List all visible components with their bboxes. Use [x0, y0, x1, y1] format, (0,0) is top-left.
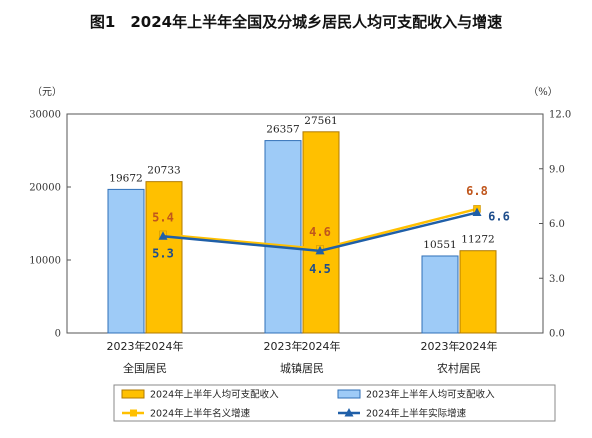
bar-2023	[107, 188, 145, 334]
right-tick-label: 12.0	[549, 110, 571, 121]
legend-box	[113, 384, 556, 422]
bar-2024	[302, 131, 340, 334]
year-label: 2023年	[264, 339, 303, 353]
legend-swatch	[337, 389, 361, 399]
rate-label: 4.6	[309, 225, 331, 239]
year-label: 2023年	[107, 339, 146, 353]
year-label: 2024年	[145, 339, 184, 353]
right-tick-label: 9.0	[549, 164, 565, 175]
bar-value-label: 10551	[423, 239, 456, 251]
right-tick-label: 3.0	[549, 274, 565, 285]
rate-label: 6.6	[488, 210, 510, 224]
legend-label: 2024年上半年名义增速	[150, 408, 251, 420]
legend-marker	[344, 408, 354, 417]
bar-2023	[264, 140, 302, 334]
right-tick-label: 6.0	[549, 219, 565, 230]
real-marker	[315, 245, 325, 255]
year-label: 2024年	[302, 339, 341, 353]
category-label: 农村居民	[437, 361, 481, 375]
bar-2024	[145, 181, 183, 334]
real-marker	[158, 231, 168, 240]
year-label: 2023年	[421, 339, 460, 353]
legend-swatch	[121, 389, 145, 399]
legend-marker	[130, 409, 137, 417]
category-label: 城镇居民	[280, 361, 324, 375]
left-tick-label: 10000	[29, 256, 61, 267]
bar-value-label: 20733	[147, 165, 180, 177]
real-marker	[472, 207, 482, 217]
bar-value-label: 26357	[266, 124, 299, 136]
bar-2023	[421, 255, 459, 334]
bar-value-label: 19672	[109, 172, 142, 184]
bar-2024	[459, 250, 497, 334]
left-tick-label: 20000	[29, 183, 61, 194]
rate-label: 5.3	[152, 246, 174, 260]
legend-label: 2024年上半年实际增速	[366, 408, 467, 420]
category-label: 全国居民	[123, 361, 167, 375]
left-tick-label: 30000	[29, 110, 61, 121]
bar-value-label: 27561	[304, 115, 337, 127]
rate-label: 5.4	[152, 210, 174, 224]
left-tick-label: 0	[55, 329, 61, 340]
right-tick-label: 0.0	[549, 329, 565, 340]
legend: 2024年上半年人均可支配收入 2023年上半年人均可支配收入 2024年上半年名义…	[113, 384, 556, 422]
legend-label: 2023年上半年人均可支配收入	[366, 389, 495, 401]
year-label: 2024年	[459, 339, 498, 353]
rate-label: 4.5	[309, 262, 331, 276]
chart-title: 图1 2024年上半年全国及分城乡居民人均可支配收入与增速	[90, 13, 502, 31]
rate-label: 6.8	[466, 184, 488, 198]
bar-value-label: 11272	[461, 234, 494, 246]
legend-label: 2024年上半年人均可支配收入	[150, 389, 279, 401]
plot-area: （元） （%） 0 10000 20000 30000 0.0 3.0 6.0 9.0 12.0 19…	[29, 86, 571, 375]
left-axis-unit: （元）	[32, 86, 62, 98]
right-axis-unit: （%）	[528, 86, 558, 98]
